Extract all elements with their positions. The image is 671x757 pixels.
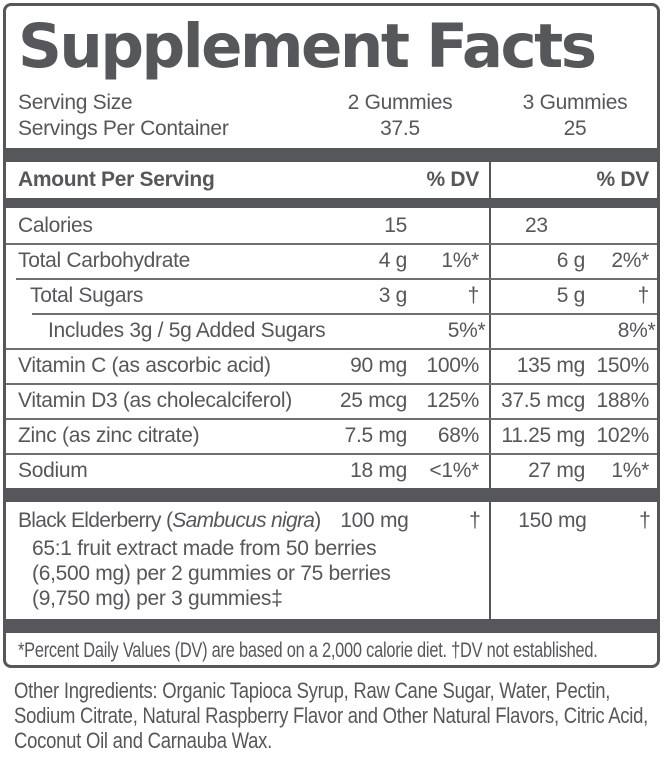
table-row-calories: Calories 15 23 [6,208,657,243]
dv-col2: 1%* [611,458,649,482]
dv-col2: 102% [596,423,649,447]
servings-per-container-row: Servings Per Container 37.5 25 [18,116,645,142]
dv-col2: 150% [596,353,649,377]
serving-size-col1: 2 Gummies [347,91,453,114]
amount-col1: 4 g [378,248,408,272]
amount-col2: 5 g [556,283,586,307]
nutrient-name: Vitamin C (as ascorbic acid) [18,353,271,377]
dv-col2: † [639,509,651,532]
supplement-facts-panel: Supplement Facts Serving Size 2 Gummies … [3,3,660,668]
dv-footnote: *Percent Daily Values (DV) are based on … [6,633,657,663]
dv-col1: 125% [426,388,479,412]
table-row-total-sugars: Total Sugars 3 g † 5 g † [6,278,657,313]
amount-col1: 3 g [378,283,408,307]
thick-divider-bar [6,488,657,502]
nutrient-name: Calories [18,213,93,237]
other-ingredients-line: Other Ingredients: Organic Tapioca Syrup… [14,678,611,703]
dv-footnote-text: *Percent Daily Values (DV) are based on … [18,639,598,662]
table-row-vitamin-c: Vitamin C (as ascorbic acid) 90 mg 100% … [6,348,657,383]
nutrients-table: Amount Per Serving % DV % DV Calories 15… [6,162,657,619]
dv-col2: † [637,283,650,307]
elderberry-description-line: (6,500 mg) per 2 gummies or 75 berries [32,562,391,585]
amount-col1: 90 mg [350,353,407,377]
serving-size-label: Serving Size [18,91,133,114]
panel-title: Supplement Facts [18,11,597,82]
elderberry-description-line: 65:1 fruit extract made from 50 berries [32,537,377,560]
elderberry-description-line: (9,750 mg) per 3 gummies‡ [32,587,283,610]
table-row-vitamin-d3: Vitamin D3 (as cholecalciferol) 25 mcg 1… [6,383,657,418]
dv-col1: † [469,509,481,532]
amount-col2: 27 mg [528,458,585,482]
elderberry-name-text: Black Elderberry ( [18,509,173,532]
serving-info: Serving Size 2 Gummies 3 Gummies Serving… [6,90,657,142]
table-row-sodium: Sodium 18 mg <1%* 27 mg 1%* [6,453,657,488]
table-row-zinc: Zinc (as zinc citrate) 7.5 mg 68% 11.25 … [6,418,657,453]
servings-col2: 25 [563,117,587,140]
dv-col1: <1%* [429,458,479,482]
other-ingredients-line: Coconut Oil and Carnauba Wax. [14,728,273,753]
amount-col1: 100 mg [340,509,409,532]
servings-col1: 37.5 [380,117,420,140]
amount-col2: 37.5 mcg [501,388,585,412]
elderberry-name-text: ) [314,509,321,532]
amount-col2: 150 mg [518,509,587,532]
dv-col2: 8%* [617,318,656,342]
servings-per-container-label: Servings Per Container [18,117,229,140]
spacer [475,90,505,116]
dv-col2: 188% [596,388,649,412]
dv-col1: 1%* [441,248,479,272]
amount-col1: 15 [384,213,407,237]
other-ingredients: Other Ingredients: Organic Tapioca Syrup… [14,678,664,753]
serving-size-col2: 3 Gummies [522,91,628,114]
amount-col1: 7.5 mg [344,423,408,447]
amount-col1: 25 mcg [339,388,407,412]
amount-col2: 23 [525,213,548,237]
nutrient-name: Vitamin D3 (as cholecalciferol) [18,388,292,412]
amount-per-serving-label: Amount Per Serving [18,168,215,191]
dv-col1: 100% [426,353,479,377]
nutrient-name: Black Elderberry (Sambucus nigra) [18,509,321,533]
nutrient-name: Total Carbohydrate [18,248,191,272]
nutrient-name: Total Sugars [30,283,144,307]
spacer [475,116,505,142]
elderberry-main-line: Black Elderberry (Sambucus nigra) 100 mg… [18,506,651,536]
amount-col2: 6 g [556,248,586,272]
nutrient-name: Includes 3g / 5g Added Sugars [48,318,326,342]
dv-col1: 68% [437,423,479,447]
table-row-added-sugars: Includes 3g / 5g Added Sugars 5%* 8%* [6,313,657,348]
thick-divider-bar [6,198,657,208]
table-header-row: Amount Per Serving % DV % DV [6,162,657,198]
dv-col2: 2%* [611,248,649,272]
thick-divider-bar [6,619,657,633]
nutrient-name: Zinc (as zinc citrate) [18,423,200,447]
nutrient-name: Sodium [18,458,88,482]
amount-col2: 11.25 mg [501,423,585,447]
table-row-total-carbohydrate: Total Carbohydrate 4 g 1%* 6 g 2%* [6,243,657,278]
serving-size-row: Serving Size 2 Gummies 3 Gummies [18,90,645,116]
thick-divider-bar [6,148,657,162]
dv-col1: † [467,283,480,307]
elderberry-botanical-name: Sambucus nigra [172,509,315,532]
amount-col1: 18 mg [350,458,407,482]
other-ingredients-line: Sodium Citrate, Natural Raspberry Flavor… [14,703,649,728]
dv-header-col2: % DV [596,168,650,191]
amount-col2: 135 mg [516,353,586,377]
dv-col1: 5%* [447,318,486,342]
column-divider [489,162,491,619]
dv-header-col1: % DV [426,168,480,191]
table-row-black-elderberry: Black Elderberry (Sambucus nigra) 100 mg… [6,502,657,619]
